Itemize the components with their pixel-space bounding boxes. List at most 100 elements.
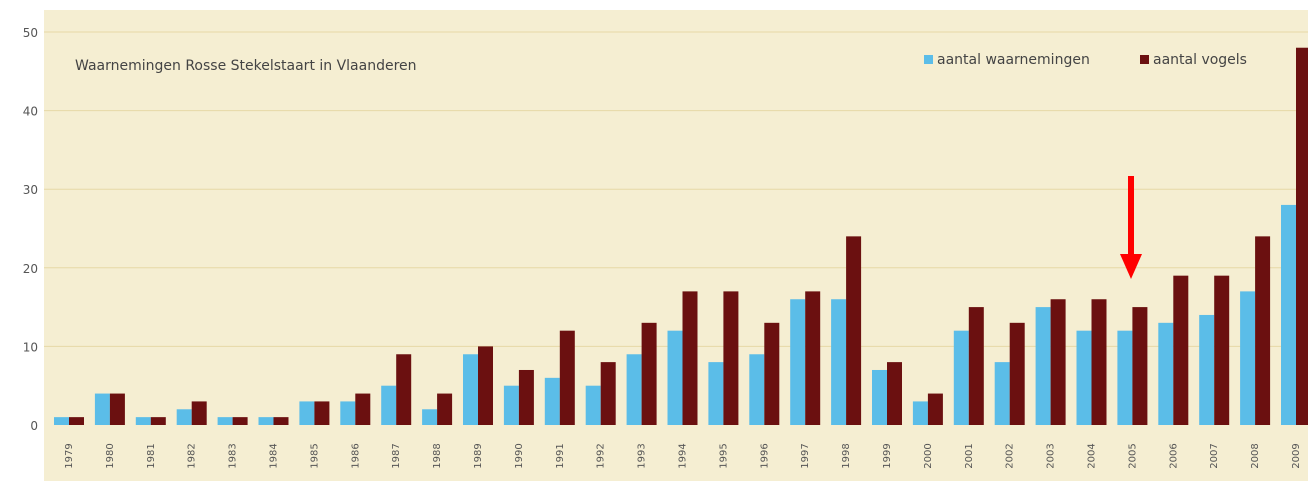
bar-waarnemingen-1990 [503, 385, 519, 425]
x-tick-label: 2002 [1005, 443, 1016, 468]
legend-swatch-vogels [1140, 55, 1149, 64]
x-tick-label: 2003 [1046, 443, 1057, 468]
legend-label-vogels: aantal vogels [1153, 52, 1247, 68]
bar-vogels-1985 [314, 401, 330, 425]
bar-waarnemingen-1989 [463, 354, 478, 425]
bar-vogels-2009 [1296, 47, 1308, 425]
y-axis-ticks: 0 10 20 30 40 50 [23, 26, 38, 433]
bar-vogels-2000 [927, 393, 943, 425]
bar-waarnemingen-2006 [1158, 322, 1174, 425]
x-tick-label: 1987 [391, 443, 402, 468]
bar-vogels-2004 [1091, 299, 1107, 425]
x-tick-label: 1999 [882, 443, 893, 468]
bar-vogels-2006 [1173, 275, 1189, 425]
x-tick-label: 1997 [800, 443, 811, 468]
bar-vogels-2002 [1009, 322, 1025, 425]
x-tick-label: 2004 [1087, 443, 1098, 468]
bar-waarnemingen-1982 [176, 409, 192, 425]
bar-vogels-1997 [805, 291, 821, 425]
bar-vogels-1986 [355, 393, 371, 425]
bar-vogels-1994 [682, 291, 698, 425]
x-tick-label: 2007 [1209, 443, 1220, 468]
bar-waarnemingen-1998 [831, 299, 847, 425]
bar-vogels-1987 [396, 354, 412, 425]
bar-vogels-2005 [1132, 307, 1148, 425]
x-axis-ticks: 1979 1980 1981 1982 1983 1984 1985 1986 1987 1988… [64, 443, 1302, 468]
y-tick-label: 20 [23, 262, 38, 276]
x-tick-label: 1990 [514, 443, 525, 468]
bar-waarnemingen-1987 [381, 385, 397, 425]
bar-vogels-1991 [559, 330, 575, 425]
x-tick-label: 1983 [228, 443, 239, 468]
bar-vogels-1983 [232, 417, 248, 425]
x-tick-label: 2006 [1168, 443, 1179, 468]
x-tick-label: 1993 [637, 443, 648, 468]
x-tick-label: 1986 [350, 443, 361, 468]
bar-waarnemingen-1999 [872, 369, 887, 425]
bar-waarnemingen-2001 [953, 330, 969, 425]
y-tick-label: 50 [23, 26, 38, 40]
bar-waarnemingen-1980 [94, 393, 110, 425]
x-tick-label: 2009 [1291, 443, 1302, 468]
x-tick-label: 1989 [473, 443, 484, 468]
x-tick-label: 1996 [759, 443, 770, 468]
bar-waarnemingen-1994 [667, 330, 683, 425]
bar-waarnemingen-1996 [749, 354, 765, 425]
x-tick-label: 1994 [678, 443, 689, 468]
bar-vogels-2007 [1214, 275, 1230, 425]
bar-vogels-1980 [109, 393, 125, 425]
bar-waarnemingen-2002 [994, 362, 1010, 425]
x-tick-label: 1988 [432, 443, 443, 468]
bar-vogels-1989 [478, 346, 493, 425]
x-tick-label: 1995 [718, 443, 729, 468]
bar-waarnemingen-2003 [1035, 307, 1051, 425]
bar-vogels-1992 [600, 362, 616, 425]
bar-waarnemingen-2005 [1117, 330, 1133, 425]
bar-waarnemingen-1997 [790, 299, 806, 425]
bar-waarnemingen-1983 [217, 417, 233, 425]
x-tick-label: 1991 [555, 443, 566, 468]
bar-vogels-1990 [518, 369, 534, 425]
bar-waarnemingen-1979 [54, 417, 69, 425]
bar-vogels-1995 [723, 291, 739, 425]
x-tick-label: 2000 [923, 443, 934, 468]
bar-waarnemingen-2009 [1281, 204, 1296, 425]
bars [54, 47, 1308, 425]
bar-waarnemingen-1984 [258, 417, 274, 425]
bar-waarnemingen-1981 [135, 417, 151, 425]
x-tick-label: 1980 [105, 443, 116, 468]
arrow-annotation [1120, 176, 1142, 279]
bar-vogels-1988 [437, 393, 453, 425]
bar-waarnemingen-2004 [1076, 330, 1092, 425]
bar-waarnemingen-1995 [708, 362, 724, 425]
x-tick-label: 1984 [269, 443, 280, 468]
bar-vogels-1981 [150, 417, 166, 425]
y-tick-label: 30 [23, 183, 38, 197]
x-tick-label: 2001 [964, 443, 975, 468]
bar-vogels-1982 [191, 401, 207, 425]
x-tick-label: 1992 [596, 443, 607, 468]
bar-vogels-2003 [1050, 299, 1066, 425]
y-tick-label: 40 [23, 105, 38, 119]
bar-waarnemingen-2000 [912, 401, 928, 425]
bar-vogels-1993 [641, 322, 657, 425]
bar-waarnemingen-2007 [1199, 314, 1215, 425]
y-tick-label: 10 [23, 340, 38, 354]
arrow-shaft [1128, 176, 1134, 256]
bar-vogels-2001 [968, 307, 984, 425]
bar-waarnemingen-1991 [544, 377, 560, 425]
x-tick-label: 1982 [187, 443, 198, 468]
legend: aantal waarnemingen aantal vogels [924, 52, 1247, 68]
bar-waarnemingen-1992 [585, 385, 601, 425]
bar-vogels-1998 [846, 236, 862, 425]
arrow-head [1120, 254, 1142, 279]
bar-waarnemingen-1988 [422, 409, 438, 425]
bar-waarnemingen-1986 [340, 401, 356, 425]
x-tick-label: 2005 [1127, 443, 1138, 468]
x-tick-label: 2008 [1250, 443, 1261, 468]
x-tick-label: 1985 [309, 443, 320, 468]
bar-vogels-1979 [69, 417, 84, 425]
bar-waarnemingen-2008 [1240, 291, 1256, 425]
